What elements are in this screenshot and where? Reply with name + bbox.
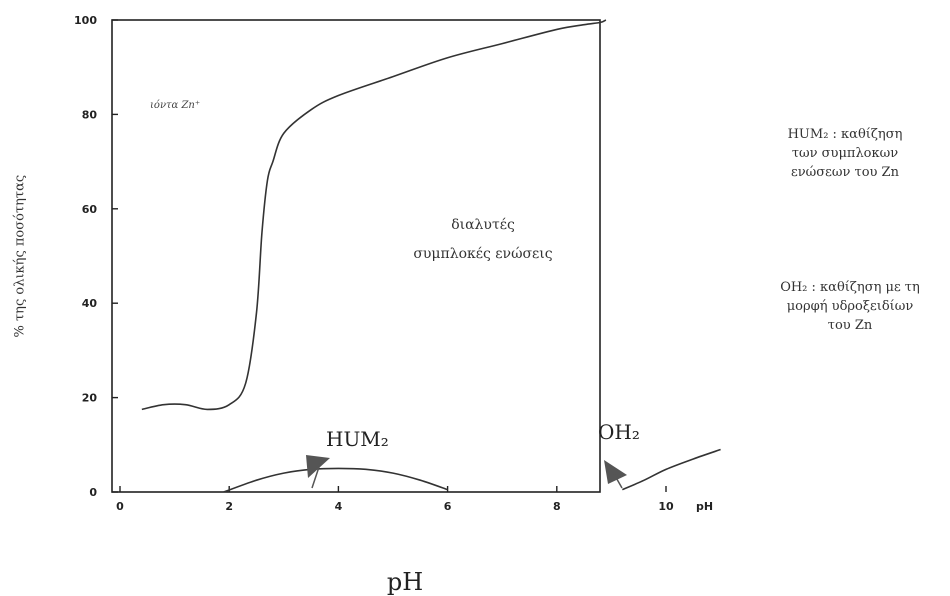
legend-note-hum: HUM₂ : καθίζηση των συμπλοκων ενώσεων το…: [745, 125, 945, 182]
oh-arrow-head: [604, 460, 627, 484]
y-tick-label: 20: [82, 392, 98, 405]
y-tick-label: 60: [82, 203, 98, 216]
hum-label: HUM₂: [326, 427, 389, 451]
series-line-hum2: [223, 467, 448, 493]
note2-line3: του Zn: [827, 318, 873, 333]
note2-line1: OH₂ : καθίζηση με τη: [780, 280, 920, 295]
series-line-oh2: [622, 448, 721, 491]
x-tick-label: 4: [335, 500, 343, 513]
x-tick-label: 8: [553, 500, 561, 513]
oh-label: OH₂: [598, 420, 640, 444]
legend-note-oh: OH₂ : καθίζηση με τη μορφή υδροξειδίων τ…: [750, 278, 950, 335]
oh-arrow-shaft: [613, 473, 623, 489]
middle-label-line2: συμπλοκές ενώσεις: [413, 245, 552, 262]
note1-line3: ενώσεων του Zn: [791, 165, 899, 180]
y-tick-label: 40: [82, 297, 98, 310]
arrows: [306, 455, 627, 489]
x-tick-label: 0: [116, 500, 124, 513]
y-tick-label: 80: [82, 108, 98, 121]
x-tick-suffix: pH: [696, 500, 713, 513]
y-tick-label: 100: [74, 14, 97, 27]
y-axis-title: % της ολικής ποσότητας: [12, 174, 28, 338]
axis-ticks: 0 20 40 60 80 100 0 2 4 6 8 10 pH: [74, 14, 713, 513]
top-left-label: ιόντα Zn⁺: [150, 100, 200, 111]
plot-frame: [111, 19, 601, 493]
middle-label-line1: διαλυτές: [451, 216, 515, 233]
x-tick-label: 2: [225, 500, 233, 513]
note1-line2: των συμπλοκων: [791, 146, 899, 161]
hum-arrow-shaft: [311, 463, 321, 489]
annotation-labels: ιόντα Zn⁺ διαλυτές συμπλοκές ενώσεις HUM…: [150, 100, 640, 451]
x-tick-label: 10: [658, 500, 674, 513]
note2-line2: μορφή υδροξειδίων: [786, 299, 914, 314]
x-tick-label: 6: [444, 500, 452, 513]
series-line-soluble: [141, 19, 607, 411]
note1-line1: HUM₂ : καθίζηση: [787, 127, 903, 142]
x-axis-title: pH: [386, 568, 424, 596]
series-lines: [141, 19, 721, 493]
y-tick-label: 0: [89, 486, 97, 499]
hum-arrow-head: [306, 455, 330, 478]
